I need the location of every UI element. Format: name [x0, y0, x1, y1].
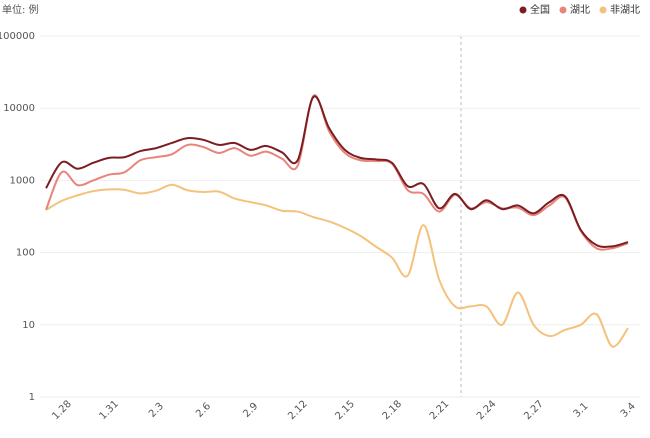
- x-tick-label: 2.27: [522, 399, 546, 423]
- x-tick-label: 1.28: [50, 399, 74, 423]
- x-tick-label: 2.3: [147, 401, 166, 420]
- x-tick-label: 3.1: [572, 401, 591, 420]
- x-tick-label: 2.18: [381, 399, 405, 423]
- legend-label: 湖北: [570, 4, 590, 16]
- x-tick-label: 2.9: [241, 401, 260, 420]
- y-tick-label: 10: [22, 320, 35, 331]
- y-tick-label: 100000: [0, 31, 35, 42]
- legend-marker: [519, 6, 527, 14]
- x-tick-label: 2.6: [194, 401, 213, 420]
- legend-marker: [559, 6, 567, 14]
- legend-marker: [599, 6, 607, 14]
- series-line: [45, 95, 629, 248]
- unit-label: 单位: 例: [2, 3, 39, 16]
- x-tick-label: 2.15: [333, 399, 357, 423]
- x-tick-label: 2.21: [428, 399, 452, 423]
- x-tick-label: 1.31: [98, 399, 122, 423]
- y-tick-label: 1000: [10, 175, 35, 186]
- legend-label: 全国: [530, 3, 550, 16]
- series-line: [45, 183, 629, 348]
- x-tick-label: 2.12: [286, 399, 310, 423]
- series-line: [45, 94, 629, 251]
- x-tick-label: 2.24: [475, 399, 499, 423]
- y-tick-label: 10000: [3, 103, 35, 114]
- y-tick-label: 1: [29, 392, 35, 403]
- y-tick-label: 100: [16, 248, 35, 259]
- x-tick-label: 3.4: [619, 401, 638, 420]
- legend-label: 非湖北: [610, 4, 640, 16]
